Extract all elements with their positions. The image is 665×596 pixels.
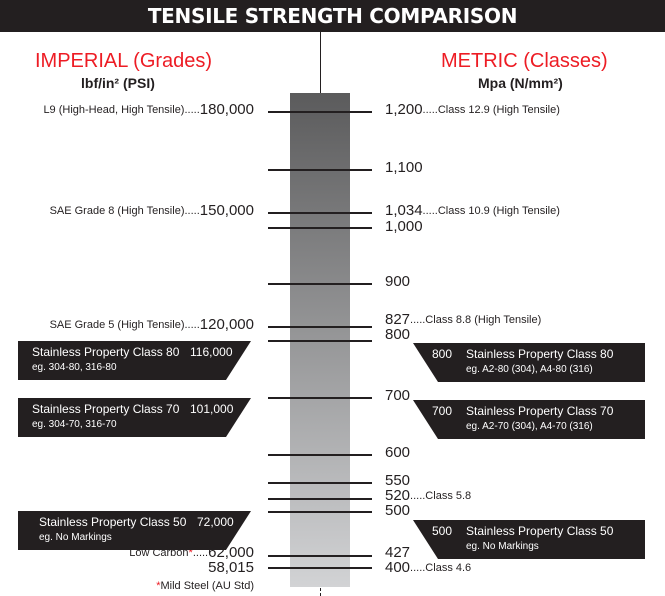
metric-label-desc: .....Class 5.8 bbox=[410, 490, 472, 502]
tick-line bbox=[268, 169, 372, 171]
imperial-stainless-box: Stainless Property Class 50 72,000 eg. No … bbox=[18, 511, 251, 550]
metric-label-value: 827 bbox=[385, 311, 411, 328]
footnote: *Mild Steel (AU Std) bbox=[156, 579, 254, 593]
metric-label: 427 bbox=[385, 544, 411, 561]
metric-label-value: 400 bbox=[385, 559, 411, 576]
imperial-stainless-box: Stainless Property Class 70 101,000 eg. 30… bbox=[18, 398, 251, 437]
tick-line bbox=[268, 227, 372, 229]
box-value: 116,000 bbox=[190, 345, 233, 359]
tick-line bbox=[268, 511, 372, 513]
metric-label: 800 bbox=[385, 326, 411, 343]
imperial-label-value: 180,000 bbox=[199, 101, 254, 118]
metric-label-value: 900 bbox=[385, 273, 411, 290]
box-sub: eg. 304-80, 316-80 bbox=[32, 362, 117, 373]
metric-label: 1,200.....Class 12.9 (High Tensile) bbox=[385, 101, 560, 118]
box-title: Stainless Property Class 50 bbox=[466, 524, 614, 538]
tick-line bbox=[268, 111, 372, 113]
metric-label: 1,000 bbox=[385, 218, 423, 235]
metric-label-value: 550 bbox=[385, 472, 411, 489]
tick-line bbox=[268, 212, 372, 214]
imperial-stainless-box: Stainless Property Class 80 116,000 eg. 30… bbox=[18, 341, 251, 380]
footnote-star: * bbox=[188, 547, 193, 559]
tick-line bbox=[268, 454, 372, 456]
metric-label: 520.....Class 5.8 bbox=[385, 487, 472, 504]
metric-label-value: 800 bbox=[385, 326, 411, 343]
imperial-label: L9 (High-Head, High Tensile).....180,000 bbox=[43, 101, 254, 118]
metric-label: 1,034.....Class 10.9 (High Tensile) bbox=[385, 202, 560, 219]
imperial-label-desc: Low Carbon bbox=[129, 547, 189, 559]
tick-line bbox=[268, 555, 372, 557]
metric-label: 1,100 bbox=[385, 159, 423, 176]
imperial-label: SAE Grade 5 (High Tensile).....120,000 bbox=[49, 316, 254, 333]
metric-stainless-box: 700 Stainless Property Class 70 eg. A2-70 … bbox=[413, 400, 645, 439]
box-value: 800 bbox=[432, 347, 453, 361]
imperial-label-value: 58,015 bbox=[208, 559, 254, 576]
box-sub: eg. A2-70 (304), A4-70 (316) bbox=[466, 421, 593, 432]
metric-label-value: 520 bbox=[385, 487, 411, 504]
footnote-star: * bbox=[156, 580, 161, 592]
box-title: Stainless Property Class 50 bbox=[39, 515, 187, 529]
metric-label: 600 bbox=[385, 444, 411, 461]
metric-label-value: 500 bbox=[385, 502, 411, 519]
dots: ..... bbox=[192, 547, 209, 559]
metric-label-value: 700 bbox=[385, 387, 411, 404]
metric-label-value: 1,000 bbox=[385, 218, 423, 235]
tick-line bbox=[268, 326, 372, 328]
metric-label-desc: .....Class 4.6 bbox=[410, 562, 472, 574]
metric-label: 900 bbox=[385, 273, 411, 290]
metric-label: 550 bbox=[385, 472, 411, 489]
page-title: TENSILE STRENGTH COMPARISON bbox=[0, 0, 665, 32]
metric-heading: METRIC (Classes) bbox=[441, 50, 608, 72]
box-sub: eg. A2-80 (304), A4-80 (316) bbox=[466, 364, 593, 375]
box-sub: eg. 304-70, 316-70 bbox=[32, 419, 117, 430]
imperial-heading: IMPERIAL (Grades) bbox=[35, 50, 213, 72]
metric-label: 500 bbox=[385, 502, 411, 519]
imperial-label-value: 150,000 bbox=[199, 202, 254, 219]
box-value: 72,000 bbox=[197, 515, 234, 529]
center-axis-line-top bbox=[320, 32, 321, 97]
metric-label-value: 1,100 bbox=[385, 159, 423, 176]
box-value: 700 bbox=[432, 404, 453, 418]
imperial-label: 58,015 bbox=[208, 559, 254, 576]
tick-line bbox=[268, 482, 372, 484]
tick-line bbox=[268, 567, 372, 569]
box-title: Stainless Property Class 80 bbox=[466, 347, 614, 361]
tick-line bbox=[268, 340, 372, 342]
box-title: Stainless Property Class 70 bbox=[32, 402, 180, 416]
imperial-unit: lbf/in² (PSI) bbox=[81, 75, 155, 91]
metric-label: 827.....Class 8.8 (High Tensile) bbox=[385, 311, 542, 328]
tick-line bbox=[268, 397, 372, 399]
imperial-label-desc: SAE Grade 8 (High Tensile)..... bbox=[49, 205, 200, 217]
box-sub: eg. No Markings bbox=[39, 532, 112, 543]
imperial-label-desc: L9 (High-Head, High Tensile)..... bbox=[43, 104, 200, 116]
metric-label-desc: .....Class 10.9 (High Tensile) bbox=[422, 205, 560, 217]
metric-stainless-box: 500 Stainless Property Class 50 eg. No Mar… bbox=[413, 520, 645, 559]
metric-unit: Mpa (N/mm²) bbox=[478, 75, 563, 91]
metric-label: 400.....Class 4.6 bbox=[385, 559, 472, 576]
metric-label: 700 bbox=[385, 387, 411, 404]
tick-line bbox=[268, 283, 372, 285]
box-sub: eg. No Markings bbox=[466, 541, 539, 552]
box-value: 101,000 bbox=[190, 402, 234, 416]
metric-label-value: 1,034 bbox=[385, 202, 423, 219]
box-title: Stainless Property Class 70 bbox=[466, 404, 614, 418]
metric-label-value: 427 bbox=[385, 544, 411, 561]
metric-stainless-box: 800 Stainless Property Class 80 eg. A2-80 … bbox=[413, 343, 645, 382]
metric-label-desc: .....Class 12.9 (High Tensile) bbox=[422, 104, 560, 116]
metric-label-desc: .....Class 8.8 (High Tensile) bbox=[410, 314, 542, 326]
box-value: 500 bbox=[432, 524, 453, 538]
metric-label-value: 600 bbox=[385, 444, 411, 461]
imperial-label: SAE Grade 8 (High Tensile).....150,000 bbox=[49, 202, 254, 219]
metric-label-value: 1,200 bbox=[385, 101, 423, 118]
tick-line bbox=[268, 498, 372, 500]
imperial-label-value: 120,000 bbox=[199, 316, 254, 333]
footnote-text: Mild Steel (AU Std) bbox=[160, 580, 254, 592]
imperial-label-desc: SAE Grade 5 (High Tensile)..... bbox=[49, 319, 200, 331]
box-title: Stainless Property Class 80 bbox=[32, 345, 180, 359]
